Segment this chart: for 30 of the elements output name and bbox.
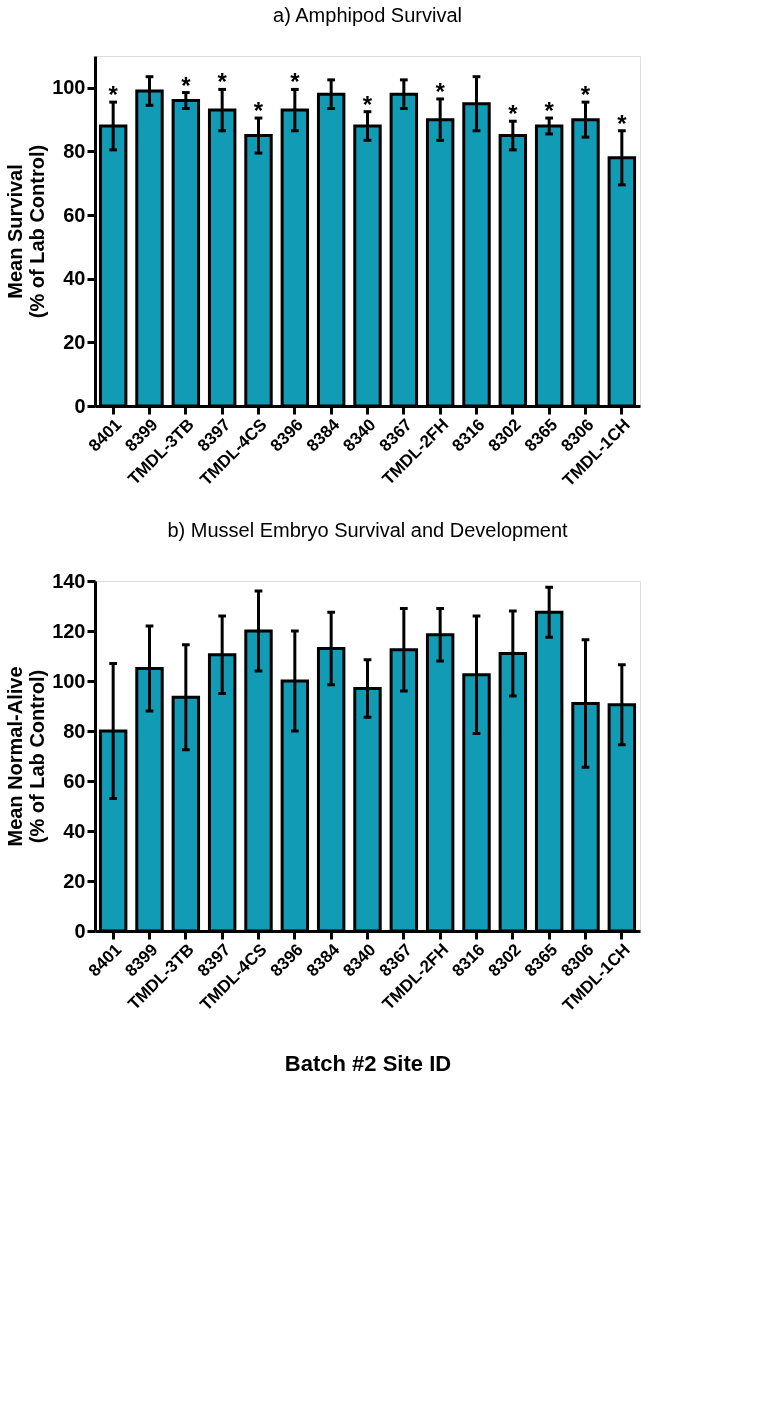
chart-title: b) Mussel Embryo Survival and Development: [167, 519, 569, 541]
y-tick-label: 100: [52, 669, 86, 692]
y-tick-label: 140: [52, 569, 86, 592]
annotation: *: [217, 68, 228, 96]
y-tick-label: 0: [74, 919, 86, 942]
y-tick-label: 40: [63, 819, 86, 842]
x-axis-title: Batch #2 Site ID: [284, 1051, 452, 1077]
annotation: *: [253, 97, 264, 125]
y-tick-label: 60: [63, 769, 86, 792]
y-tick-label: 40: [63, 267, 86, 290]
annotation: *: [617, 109, 628, 137]
annotation: *: [544, 97, 555, 125]
y-axis-title: Mean Survival (% of Lab Control): [4, 144, 49, 319]
y-tick-label: 20: [63, 330, 86, 353]
annotation: *: [435, 77, 446, 105]
annotation: *: [508, 100, 519, 128]
annotation: *: [181, 71, 192, 99]
y-tick-label: 0: [74, 394, 86, 417]
y-tick-label: 120: [52, 619, 86, 642]
y-tick-label: 100: [52, 76, 86, 99]
y-tick-label: 20: [63, 869, 86, 892]
y-tick-label: 60: [63, 203, 86, 226]
y-tick-label: 80: [63, 139, 86, 162]
annotation: *: [108, 81, 119, 109]
chart-title: a) Amphipod Survival: [273, 4, 462, 26]
annotation: *: [362, 90, 373, 118]
y-axis-title: Mean Normal-Alive (% of Lab Control): [4, 666, 49, 847]
annotation: *: [580, 81, 591, 109]
y-tick-label: 80: [63, 719, 86, 742]
annotation: *: [290, 68, 301, 96]
